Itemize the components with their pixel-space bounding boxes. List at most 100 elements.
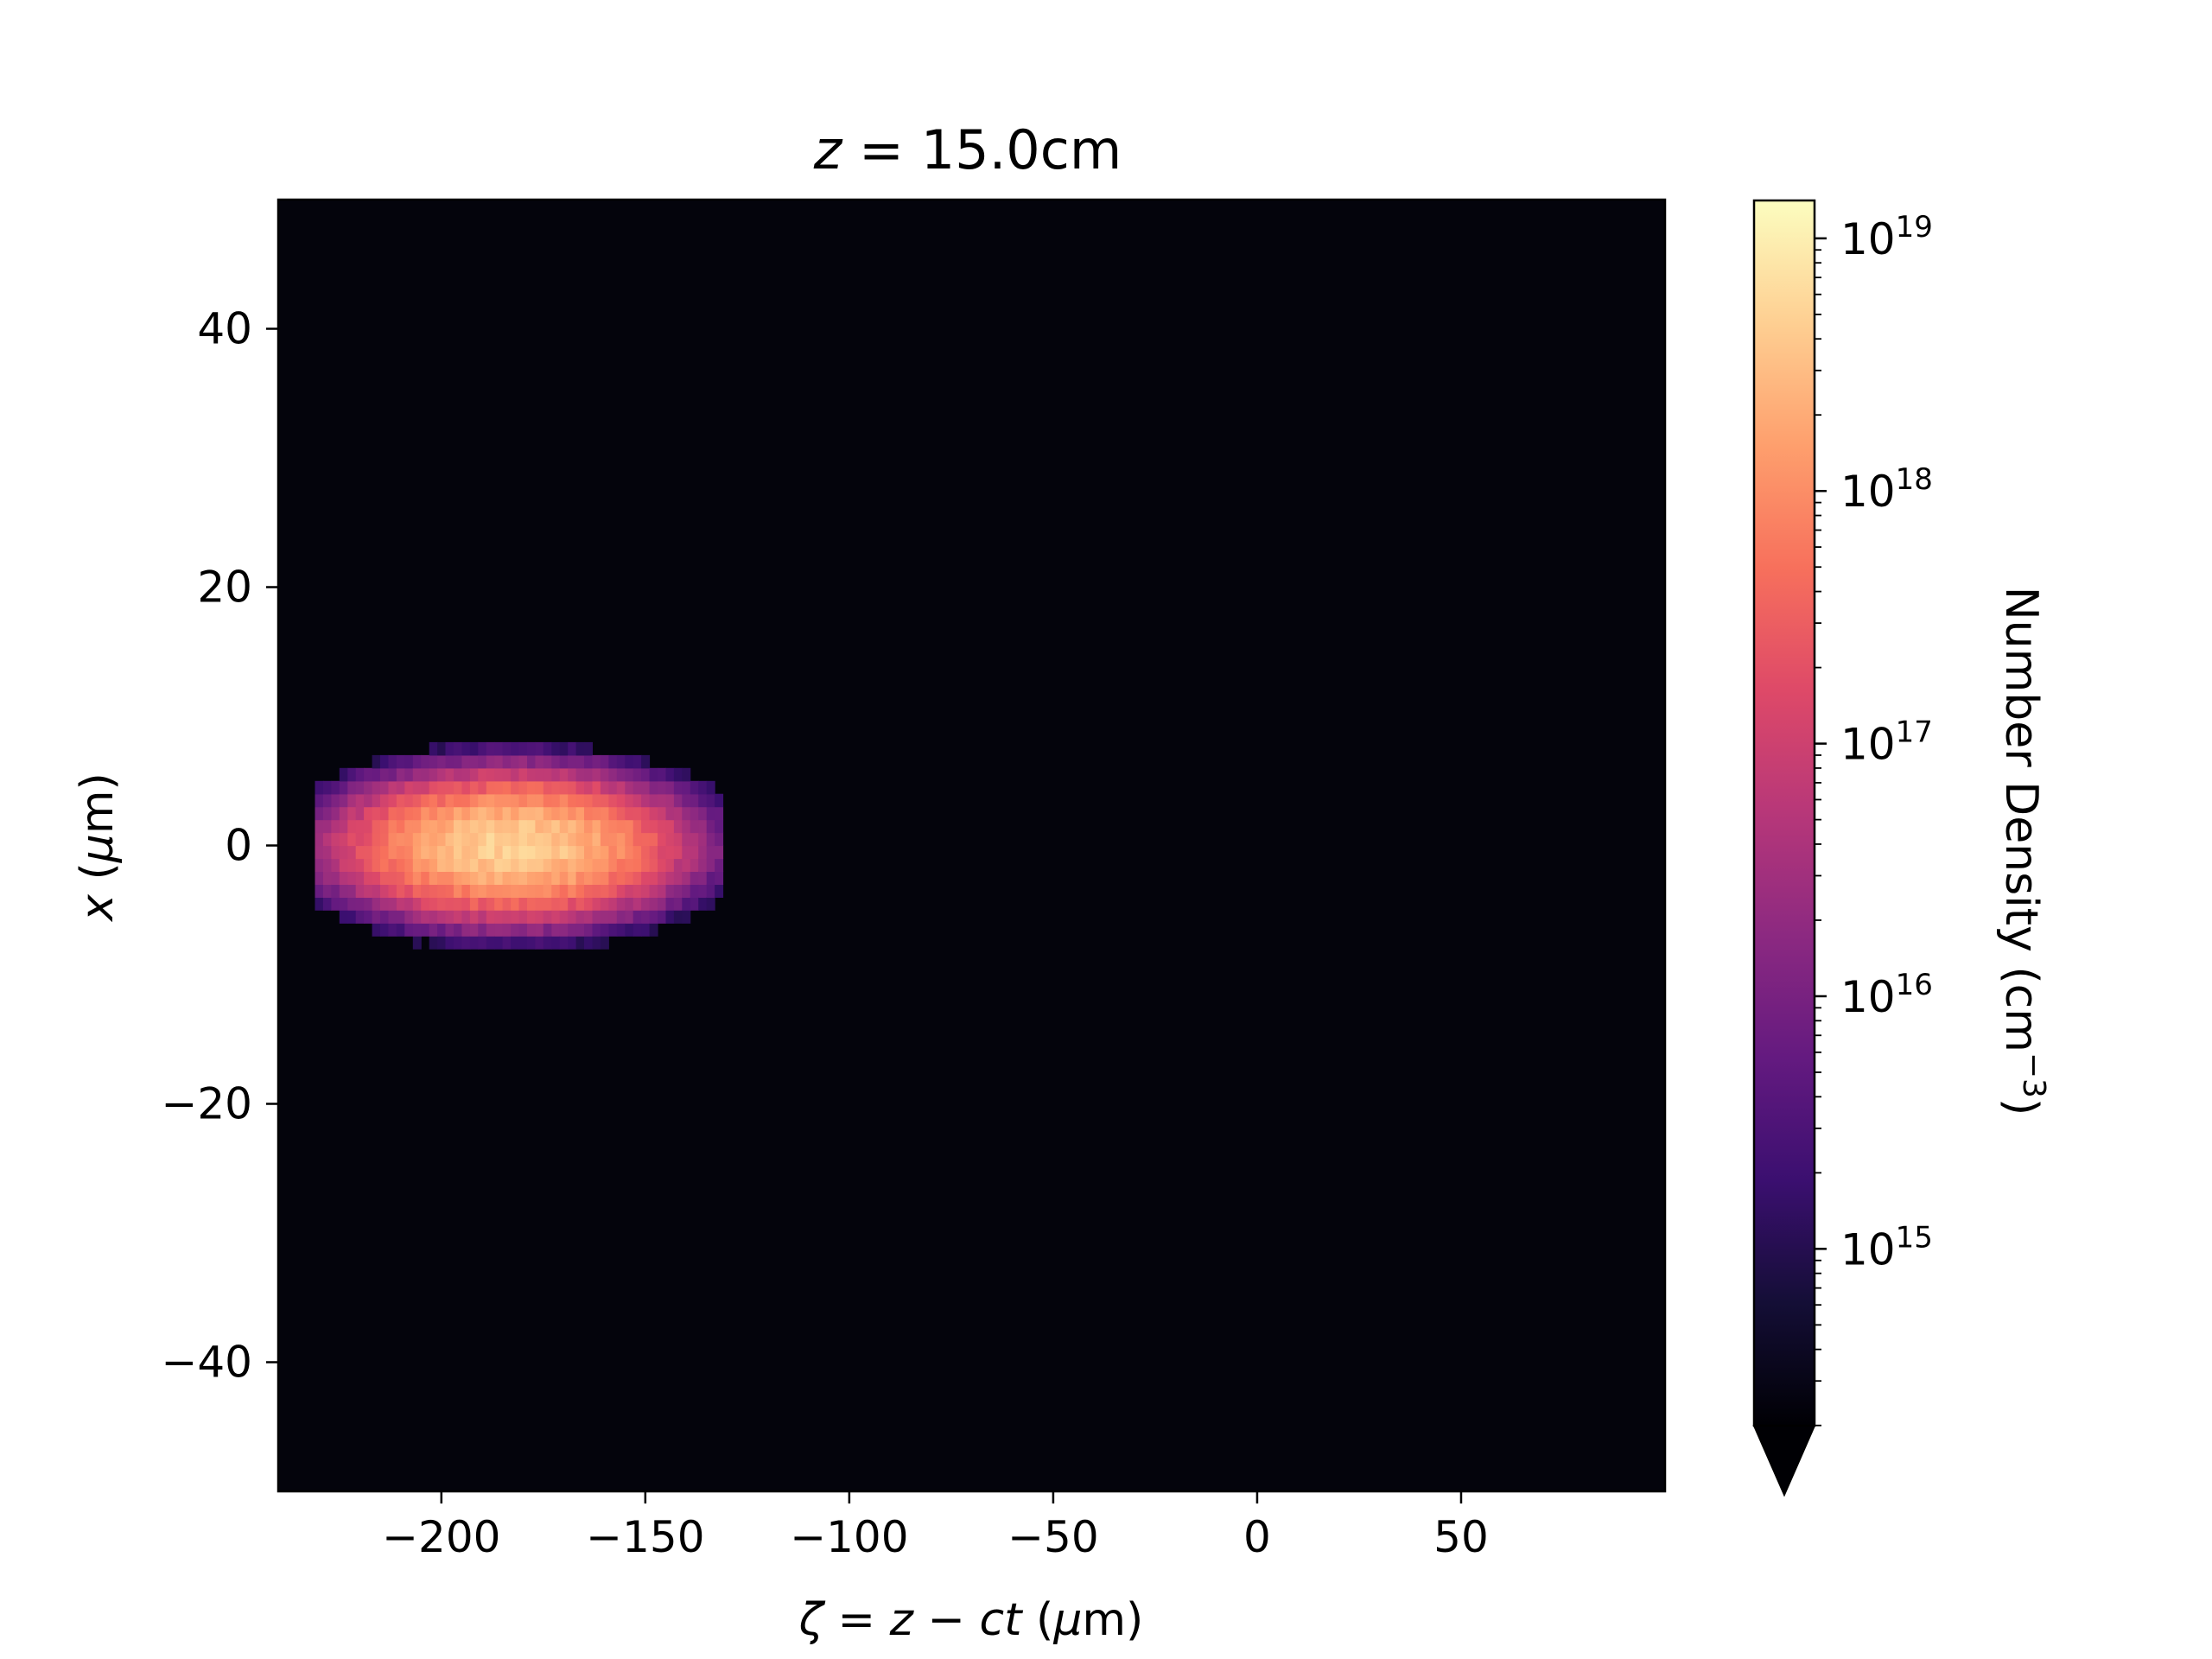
heatmap-cell xyxy=(518,832,528,847)
heatmap-cell xyxy=(632,871,642,885)
heatmap-cell xyxy=(632,767,642,782)
heatmap-cell xyxy=(543,897,552,911)
heatmap-cell xyxy=(584,754,593,769)
heatmap-cell xyxy=(616,780,626,795)
heatmap-cell xyxy=(690,780,699,795)
heatmap-cell xyxy=(478,936,487,950)
heatmap-cell xyxy=(682,858,691,872)
heatmap-cell xyxy=(518,897,528,911)
heatmap-cell xyxy=(445,767,454,782)
heatmap-cell xyxy=(551,819,561,834)
heatmap-cell xyxy=(494,806,504,821)
heatmap-cell xyxy=(494,741,504,756)
heatmap-cell xyxy=(322,871,332,885)
heatmap-cell xyxy=(486,806,495,821)
heatmap-cell xyxy=(372,871,381,885)
heatmap-cell xyxy=(511,793,520,808)
heatmap-cell xyxy=(315,884,324,898)
heatmap-cell xyxy=(454,832,462,847)
heatmap-cell xyxy=(388,884,397,898)
heatmap-cell xyxy=(527,780,536,795)
heatmap-cell xyxy=(372,884,381,898)
heatmap-cell xyxy=(616,910,626,924)
heatmap-cell xyxy=(486,780,495,795)
heatmap-cell xyxy=(486,858,495,872)
heatmap-cell xyxy=(632,897,642,911)
heatmap-cell xyxy=(486,923,495,937)
heatmap-cell xyxy=(396,806,405,821)
heatmap-cell xyxy=(396,793,405,808)
heatmap-cell xyxy=(673,780,683,795)
heatmap-cell xyxy=(682,819,691,834)
heatmap-cell xyxy=(437,793,447,808)
heatmap-cell xyxy=(339,871,348,885)
heatmap-cell xyxy=(429,741,438,756)
heatmap-cell xyxy=(592,936,601,950)
heatmap-cell xyxy=(600,936,609,950)
heatmap-cell xyxy=(380,845,389,860)
heatmap-cell xyxy=(469,871,479,885)
heatmap-cell xyxy=(454,897,462,911)
heatmap-cell xyxy=(454,910,462,924)
heatmap-cell xyxy=(641,884,651,898)
heatmap-cell xyxy=(315,819,324,834)
heatmap-cell xyxy=(469,897,479,911)
heatmap-cell xyxy=(543,858,552,872)
heatmap-cell xyxy=(339,884,348,898)
heatmap-cell xyxy=(673,793,683,808)
heatmap-cell xyxy=(543,793,552,808)
x-tick-label: 50 xyxy=(1433,1512,1489,1562)
heatmap-cell xyxy=(380,806,389,821)
heatmap-cell xyxy=(372,858,381,872)
heatmap-cell xyxy=(551,741,561,756)
heatmap-cell xyxy=(527,819,536,834)
heatmap-cell xyxy=(658,858,666,872)
heatmap-cell xyxy=(682,884,691,898)
heatmap-cell xyxy=(706,806,715,821)
heatmap-cell xyxy=(682,910,691,924)
heatmap-cell xyxy=(527,806,536,821)
heatmap-cell xyxy=(584,897,593,911)
heatmap-cell xyxy=(380,858,389,872)
y-tick-label: 0 xyxy=(225,821,252,871)
heatmap-cell xyxy=(388,923,397,937)
heatmap-cell xyxy=(315,793,324,808)
heatmap-cell xyxy=(592,819,601,834)
heatmap-cell xyxy=(429,910,438,924)
heatmap-cell xyxy=(543,923,552,937)
heatmap-cell xyxy=(364,897,373,911)
heatmap-cell xyxy=(592,832,601,847)
heatmap-cell xyxy=(511,871,520,885)
heatmap-cell xyxy=(502,780,512,795)
heatmap-cell xyxy=(429,806,438,821)
heatmap-cell xyxy=(616,806,626,821)
heatmap-cell xyxy=(364,910,373,924)
heatmap-cell xyxy=(559,858,569,872)
heatmap-cell xyxy=(551,806,561,821)
heatmap-cell xyxy=(412,845,422,860)
y-tick-label: −40 xyxy=(161,1338,252,1388)
heatmap-cell xyxy=(404,910,414,924)
heatmap-cell xyxy=(658,897,666,911)
heatmap-cell xyxy=(690,832,699,847)
heatmap-cell xyxy=(364,884,373,898)
heatmap-cell xyxy=(454,936,462,950)
heatmap-cell xyxy=(575,858,585,872)
heatmap-cell xyxy=(551,845,561,860)
heatmap-cell xyxy=(511,767,520,782)
heatmap-cell xyxy=(437,858,447,872)
heatmap-cell xyxy=(347,897,357,911)
heatmap-cell xyxy=(412,923,422,937)
heatmap-cell xyxy=(339,832,348,847)
heatmap-cell xyxy=(698,806,708,821)
heatmap-cell xyxy=(437,780,447,795)
heatmap-cell xyxy=(632,793,642,808)
heatmap-cell xyxy=(543,884,552,898)
heatmap-cell xyxy=(461,910,471,924)
heatmap-cell xyxy=(421,923,430,937)
heatmap-cell xyxy=(706,793,715,808)
heatmap-cell xyxy=(584,858,593,872)
heatmap-cell xyxy=(339,897,348,911)
heatmap-cell xyxy=(486,871,495,885)
heatmap-cell xyxy=(632,858,642,872)
